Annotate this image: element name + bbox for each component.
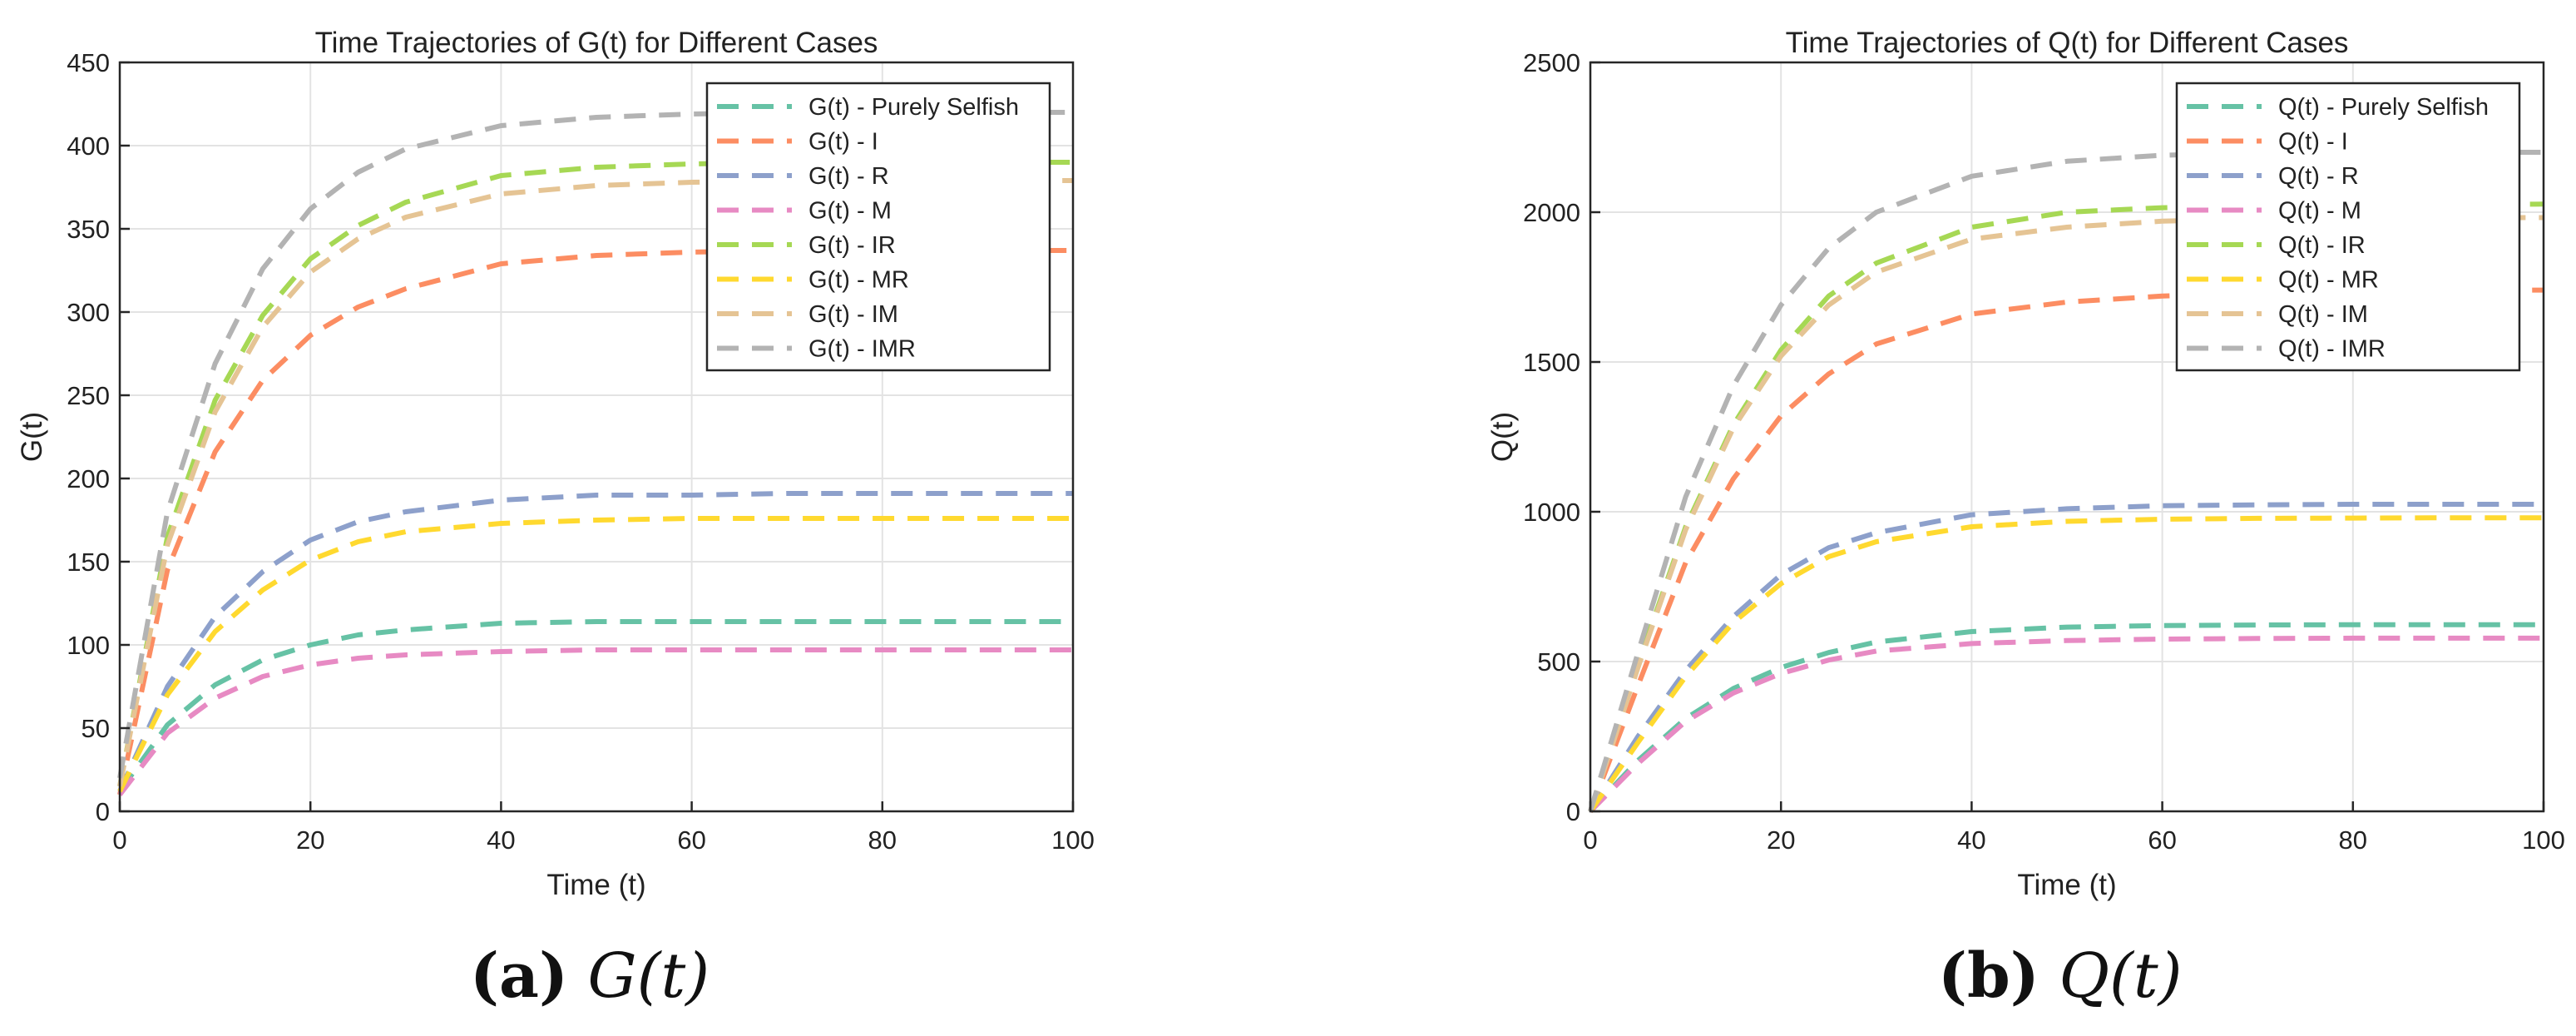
chart-title: Time Trajectories of G(t) for Different … bbox=[315, 27, 878, 59]
caption-b: (b) Q(t) bbox=[1938, 940, 2182, 1012]
axes-frame bbox=[1589, 61, 2545, 813]
y-tick-label: 200 bbox=[67, 464, 110, 493]
series-line-1 bbox=[1588, 622, 2544, 814]
x-tick-label: 80 bbox=[2339, 825, 2367, 855]
x-tick-label: 60 bbox=[677, 825, 705, 855]
x-tick-label: 60 bbox=[2148, 825, 2176, 855]
y-axis-label: G(t) bbox=[16, 412, 48, 462]
legend-label-5: G(t) - IR bbox=[808, 232, 896, 259]
x-axis-label: Time (t) bbox=[546, 869, 645, 901]
y-axis-label: Q(t) bbox=[1486, 412, 1519, 462]
legend-label-3: Q(t) - R bbox=[2278, 163, 2359, 190]
series-line-1 bbox=[117, 619, 1073, 793]
caption-b-letter: (b) bbox=[1938, 940, 2040, 1012]
series-line-3 bbox=[117, 491, 1073, 793]
legend-label-3: G(t) - R bbox=[808, 163, 889, 190]
caption-a-letter: (a) bbox=[470, 940, 568, 1012]
y-tick-label: 0 bbox=[1566, 797, 1580, 826]
caption-a-math: G(t) bbox=[587, 940, 710, 1012]
legend-label-2: Q(t) - I bbox=[2278, 129, 2348, 156]
y-tick-label: 2500 bbox=[1523, 48, 1580, 77]
y-tick-label: 150 bbox=[67, 548, 110, 577]
caption-a: (a) G(t) bbox=[470, 940, 710, 1012]
legend-label-2: G(t) - I bbox=[808, 129, 878, 156]
y-tick-label: 500 bbox=[1537, 647, 1580, 677]
legend-label-5: Q(t) - IR bbox=[2278, 232, 2366, 259]
legend-label-6: Q(t) - MR bbox=[2278, 267, 2379, 294]
y-tick-label: 1000 bbox=[1523, 498, 1580, 527]
x-tick-label: 100 bbox=[1051, 825, 1095, 855]
legend-label-6: G(t) - MR bbox=[808, 267, 909, 294]
y-tick-label: 300 bbox=[67, 298, 110, 327]
x-tick-label: 80 bbox=[868, 825, 897, 855]
x-tick-label: 40 bbox=[1957, 825, 1985, 855]
x-tick-label: 20 bbox=[296, 825, 324, 855]
x-tick-label: 40 bbox=[487, 825, 515, 855]
y-tick-label: 350 bbox=[67, 215, 110, 244]
series-line-2 bbox=[117, 248, 1073, 796]
y-tick-label: 450 bbox=[67, 48, 110, 77]
y-tick-label: 1500 bbox=[1523, 348, 1580, 377]
y-tick-label: 100 bbox=[67, 631, 110, 660]
legend-label-4: G(t) - M bbox=[808, 198, 892, 225]
legend-label-1: G(t) - Purely Selfish bbox=[808, 94, 1019, 121]
y-tick-label: 0 bbox=[96, 797, 110, 826]
series-line-8 bbox=[117, 110, 1073, 779]
x-tick-label: 0 bbox=[112, 825, 126, 855]
chart-g-trajectories: 0 20 40 60 80 100 0 50 100 150 200 250 300 350 400 450 T… bbox=[16, 27, 1095, 901]
y-tick-label: 50 bbox=[82, 714, 110, 743]
x-tick-label: 20 bbox=[1767, 825, 1795, 855]
legend-label-4: Q(t) - M bbox=[2278, 198, 2361, 225]
series-line-4 bbox=[117, 647, 1073, 796]
legend-label-7: G(t) - IM bbox=[808, 301, 898, 328]
legend-label-1: Q(t) - Purely Selfish bbox=[2278, 94, 2489, 121]
legend-label-8: Q(t) - IMR bbox=[2278, 336, 2386, 363]
legend-box bbox=[705, 82, 1051, 372]
axes-frame bbox=[118, 61, 1075, 813]
x-tick-label: 100 bbox=[2522, 825, 2565, 855]
x-tick-label: 0 bbox=[1583, 825, 1597, 855]
y-tick-label: 2000 bbox=[1523, 198, 1580, 227]
y-tick-label: 250 bbox=[67, 381, 110, 410]
x-axis-label: Time (t) bbox=[2017, 869, 2116, 901]
legend-label-7: Q(t) - IM bbox=[2278, 301, 2368, 328]
series-line-3 bbox=[1588, 502, 2544, 813]
legend-box bbox=[2175, 82, 2521, 372]
series-line-6 bbox=[1588, 515, 2544, 813]
series-line-4 bbox=[1588, 635, 2544, 814]
caption-b-math: Q(t) bbox=[2059, 940, 2183, 1012]
legend-label-8: G(t) - IMR bbox=[808, 336, 916, 363]
chart-title: Time Trajectories of Q(t) for Different … bbox=[1786, 27, 2349, 59]
y-tick-label: 400 bbox=[67, 131, 110, 161]
